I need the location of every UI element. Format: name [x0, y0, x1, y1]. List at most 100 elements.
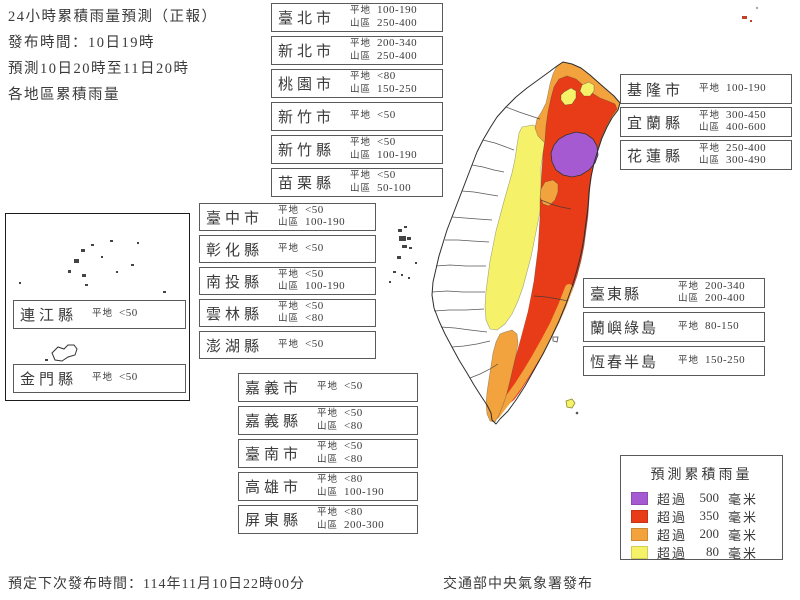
- plain-label: 平地: [317, 442, 339, 452]
- forecast-table-north: 臺北市 平地 100-190 山區 250-400 新北市 平地 200-340 山區 250-…: [271, 3, 443, 201]
- legend-item: 超過 200 毫米: [631, 525, 782, 543]
- mountain-label: 山區: [350, 84, 372, 95]
- map-region-over80-central: [484, 124, 546, 331]
- region-name: 屏東縣: [245, 513, 303, 529]
- legend-prefix: 超過: [657, 545, 688, 561]
- mountain-label: 山區: [699, 156, 721, 166]
- rain-values: 平地 <50 山區 50-100: [350, 169, 411, 195]
- mountain-label: 山區: [317, 454, 339, 465]
- orchid-island: [565, 398, 576, 409]
- plain-label: 平地: [278, 269, 300, 280]
- plain-value: <50: [377, 109, 396, 122]
- region-name: 高雄市: [245, 480, 303, 496]
- region-name: 臺南市: [245, 447, 303, 463]
- legend-color-swatch: [631, 545, 648, 559]
- valid-period: 預測10日20時至11日20時: [8, 61, 190, 77]
- mountain-label: 山區: [278, 314, 300, 324]
- forecast-table-south: 嘉義市 平地 <50 嘉義縣 平地 <50 山區 <80 臺南市 平地 <50 山區 <80 高雄市…: [238, 373, 418, 538]
- plain-value: <80: [377, 70, 396, 82]
- plain-value: <50: [305, 299, 324, 312]
- plain-label: 平地: [678, 281, 700, 292]
- mountain-label: 山區: [350, 51, 372, 62]
- plain-label: 平地: [278, 339, 300, 350]
- forecast-row: 臺北市 平地 100-190 山區 250-400: [271, 3, 443, 32]
- plain-label: 平地: [317, 409, 339, 419]
- plain-value: <50: [305, 267, 324, 280]
- region-name: 苗栗縣: [278, 176, 336, 192]
- rain-values: 平地 <50: [317, 381, 363, 394]
- region-name: 桃園市: [278, 77, 336, 93]
- map-island-outline: [431, 61, 621, 425]
- plain-label: 平地: [317, 508, 339, 518]
- mountain-value: 300-490: [726, 154, 767, 166]
- plain-value: 80-150: [705, 319, 740, 332]
- forecast-table-outlying: 連江縣 平地 <50 金門縣 平地 <50: [13, 300, 186, 428]
- plain-value: <50: [119, 307, 138, 320]
- mountain-label: 山區: [317, 487, 339, 498]
- mountain-value: <80: [344, 452, 363, 465]
- plain-value: 300-450: [726, 108, 767, 121]
- rain-values: 平地 200-340 山區 200-400: [678, 279, 746, 306]
- issue-time: 發布時間：10日19時: [8, 35, 155, 51]
- mountain-label: 山區: [278, 218, 300, 228]
- plain-label: 平地: [699, 83, 721, 94]
- mountain-label: 山區: [350, 18, 372, 29]
- mountain-value: <80: [344, 419, 363, 432]
- forecast-row: 恆春半島 平地 150-250: [583, 346, 765, 376]
- plain-value: 100-190: [377, 4, 418, 16]
- legend-color-swatch: [631, 527, 648, 541]
- rain-values: 平地 <50 山區 <80: [278, 299, 324, 326]
- forecast-row: 雲林縣 平地 <50 山區 <80: [199, 299, 376, 327]
- plain-label: 平地: [317, 475, 339, 485]
- legend-item: 超過 80 毫米: [631, 543, 782, 561]
- forecast-row: 新竹縣 平地 <50 山區 100-190: [271, 135, 443, 164]
- plain-value: 250-400: [726, 141, 767, 154]
- legend-color-swatch: [631, 509, 648, 523]
- mountain-value: 250-400: [377, 49, 418, 62]
- next-issue-time: 預定下次發布時間：114年11月10日22時00分: [8, 577, 305, 592]
- penghu-islands: [389, 226, 417, 283]
- north-islet-speck: [755, 6, 759, 10]
- region-name: 連江縣: [20, 308, 78, 324]
- rain-values: 平地 300-450 山區 400-600: [699, 108, 767, 135]
- forecast-row: 嘉義市 平地 <50: [238, 373, 418, 402]
- forecast-row: 南投縣 平地 <50 山區 100-190: [199, 267, 376, 295]
- region-name: 新竹市: [278, 110, 336, 126]
- plain-value: 200-340: [705, 279, 746, 292]
- forecast-table-northeast: 基隆市 平地 100-190 宜蘭縣 平地 300-450 山區 400-600 花蓮縣 平地…: [620, 74, 792, 173]
- rain-values: 平地 <50: [350, 110, 396, 123]
- forecast-row: 嘉義縣 平地 <50 山區 <80: [238, 406, 418, 435]
- legend-value: 200: [699, 526, 720, 541]
- plain-label: 平地: [350, 171, 372, 181]
- legend-value: 500: [699, 490, 720, 505]
- rain-values: 平地 <50 山區 <80: [317, 440, 363, 466]
- mountain-label: 山區: [317, 421, 339, 432]
- rain-values: 平地 200-340 山區 250-400: [350, 37, 418, 63]
- mountain-value: 100-190: [305, 280, 346, 292]
- forecast-row: 桃園市 平地 <80 山區 150-250: [271, 69, 443, 98]
- legend-items: 超過 500 毫米 超過 350 毫米 超過 200 毫米 超過 80 毫米: [631, 489, 782, 561]
- header-block: 24小時累積雨量預測（正報） 發布時間：10日19時 預測10日20時至11日2…: [8, 4, 218, 108]
- region-name: 金門縣: [20, 372, 78, 388]
- outlying-islands-box: 連江縣 平地 <50 金門縣 平地 <50: [5, 213, 190, 401]
- legend-unit: 毫米: [728, 509, 759, 525]
- forecast-row: 新竹市 平地 <50: [271, 102, 443, 131]
- plain-label: 平地: [317, 382, 339, 393]
- region-name: 嘉義市: [245, 381, 303, 397]
- plain-label: 平地: [678, 355, 700, 366]
- mountain-value: 200-400: [705, 292, 746, 304]
- region-name: 蘭嶼綠島: [590, 320, 659, 337]
- plain-value: <50: [377, 136, 396, 148]
- forecast-row: 屏東縣 平地 <80 山區 200-300: [238, 505, 418, 534]
- forecast-row: 宜蘭縣 平地 300-450 山區 400-600: [620, 107, 792, 137]
- plain-value: <50: [119, 371, 138, 384]
- region-name: 花蓮縣: [627, 148, 685, 165]
- plain-value: 150-250: [705, 353, 746, 366]
- legend-value: 80: [706, 544, 720, 559]
- outlying-islands-map: [19, 240, 166, 362]
- region-name: 臺中市: [206, 210, 264, 227]
- agency-credit: 交通部中央氣象署發布: [443, 577, 593, 592]
- plain-value: <50: [305, 337, 324, 350]
- plain-value: 200-340: [377, 37, 418, 49]
- forecast-row: 基隆市 平地 100-190: [620, 74, 792, 104]
